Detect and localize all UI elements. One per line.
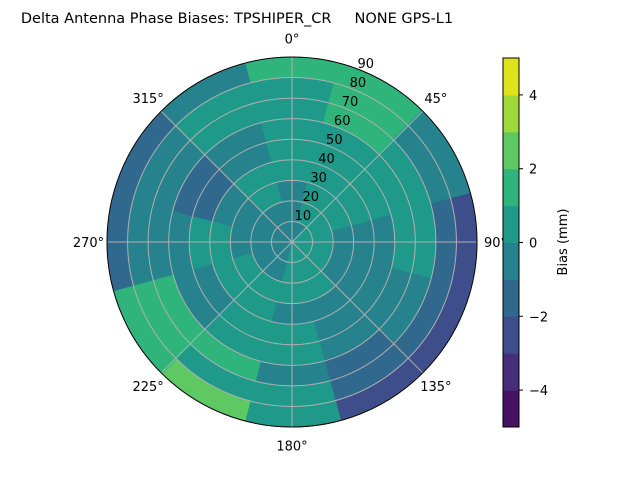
colorbar-band — [503, 279, 519, 317]
polar-frame — [106, 56, 478, 428]
radial-tick-label: 80 — [350, 76, 367, 91]
colorbar-label: Bias (mm) — [556, 209, 571, 276]
colorbar-tick-label: 4 — [529, 89, 537, 104]
theta-tick-label: 270° — [73, 236, 104, 251]
radial-gridline — [229, 179, 355, 305]
radial-gridline — [168, 118, 416, 366]
theta-tick-label: 315° — [132, 92, 163, 107]
radial-gridline — [270, 220, 314, 264]
radial-gridline — [147, 97, 437, 387]
theta-tick-label: 45° — [424, 92, 447, 107]
theta-tick-labels: 0° 45° 90° 135° 180° 225° 270° 315° — [73, 33, 507, 455]
colorbar-band — [503, 58, 519, 96]
colorbar-band — [503, 131, 519, 170]
colorbar-band — [503, 353, 519, 391]
radial-tick-label: 50 — [326, 133, 343, 148]
theta-gridline — [291, 241, 424, 374]
polar-grid — [106, 56, 478, 428]
radial-gridline — [188, 138, 396, 346]
colorbar-band — [503, 242, 519, 280]
chart-title: Delta Antenna Phase Biases: TPSHIPER_CR … — [21, 11, 453, 27]
theta-tick-label: 90° — [484, 236, 507, 251]
theta-gridline — [291, 110, 424, 243]
theta-gridline — [160, 110, 293, 243]
theta-gridline — [160, 241, 293, 374]
radial-tick-label: 30 — [310, 171, 327, 186]
colorbar-tick-label: −2 — [529, 310, 548, 325]
radial-gridline — [209, 159, 375, 325]
colorbar-band — [503, 390, 519, 428]
theta-tick-label: 180° — [276, 440, 307, 455]
radial-tick-label: 60 — [334, 114, 351, 129]
colorbar-band — [503, 205, 519, 243]
theta-tick-label: 225° — [132, 380, 163, 395]
colorbar-tick-label: 2 — [529, 163, 537, 178]
radial-tick-label: 10 — [295, 209, 312, 224]
radial-tick-label: 70 — [342, 95, 359, 110]
theta-tick-label: 135° — [420, 380, 451, 395]
radial-tick-label: 20 — [302, 190, 319, 205]
colorbar-band — [503, 168, 519, 207]
radial-tick-label: 90 — [358, 57, 375, 72]
colorbar-tick-label: −4 — [529, 384, 548, 399]
theta-tick-label: 0° — [285, 33, 300, 48]
colorbar-band — [503, 316, 519, 354]
colorbar-band — [503, 94, 519, 133]
radial-gridline — [250, 200, 334, 284]
colorbar: −4 −2 0 2 4 — [502, 57, 548, 428]
colorbar-tick-label: 0 — [529, 237, 537, 252]
radial-gridline — [127, 77, 457, 407]
radial-tick-label: 40 — [318, 152, 335, 167]
radial-tick-labels: 10 20 30 40 50 60 70 80 90 — [295, 57, 374, 224]
